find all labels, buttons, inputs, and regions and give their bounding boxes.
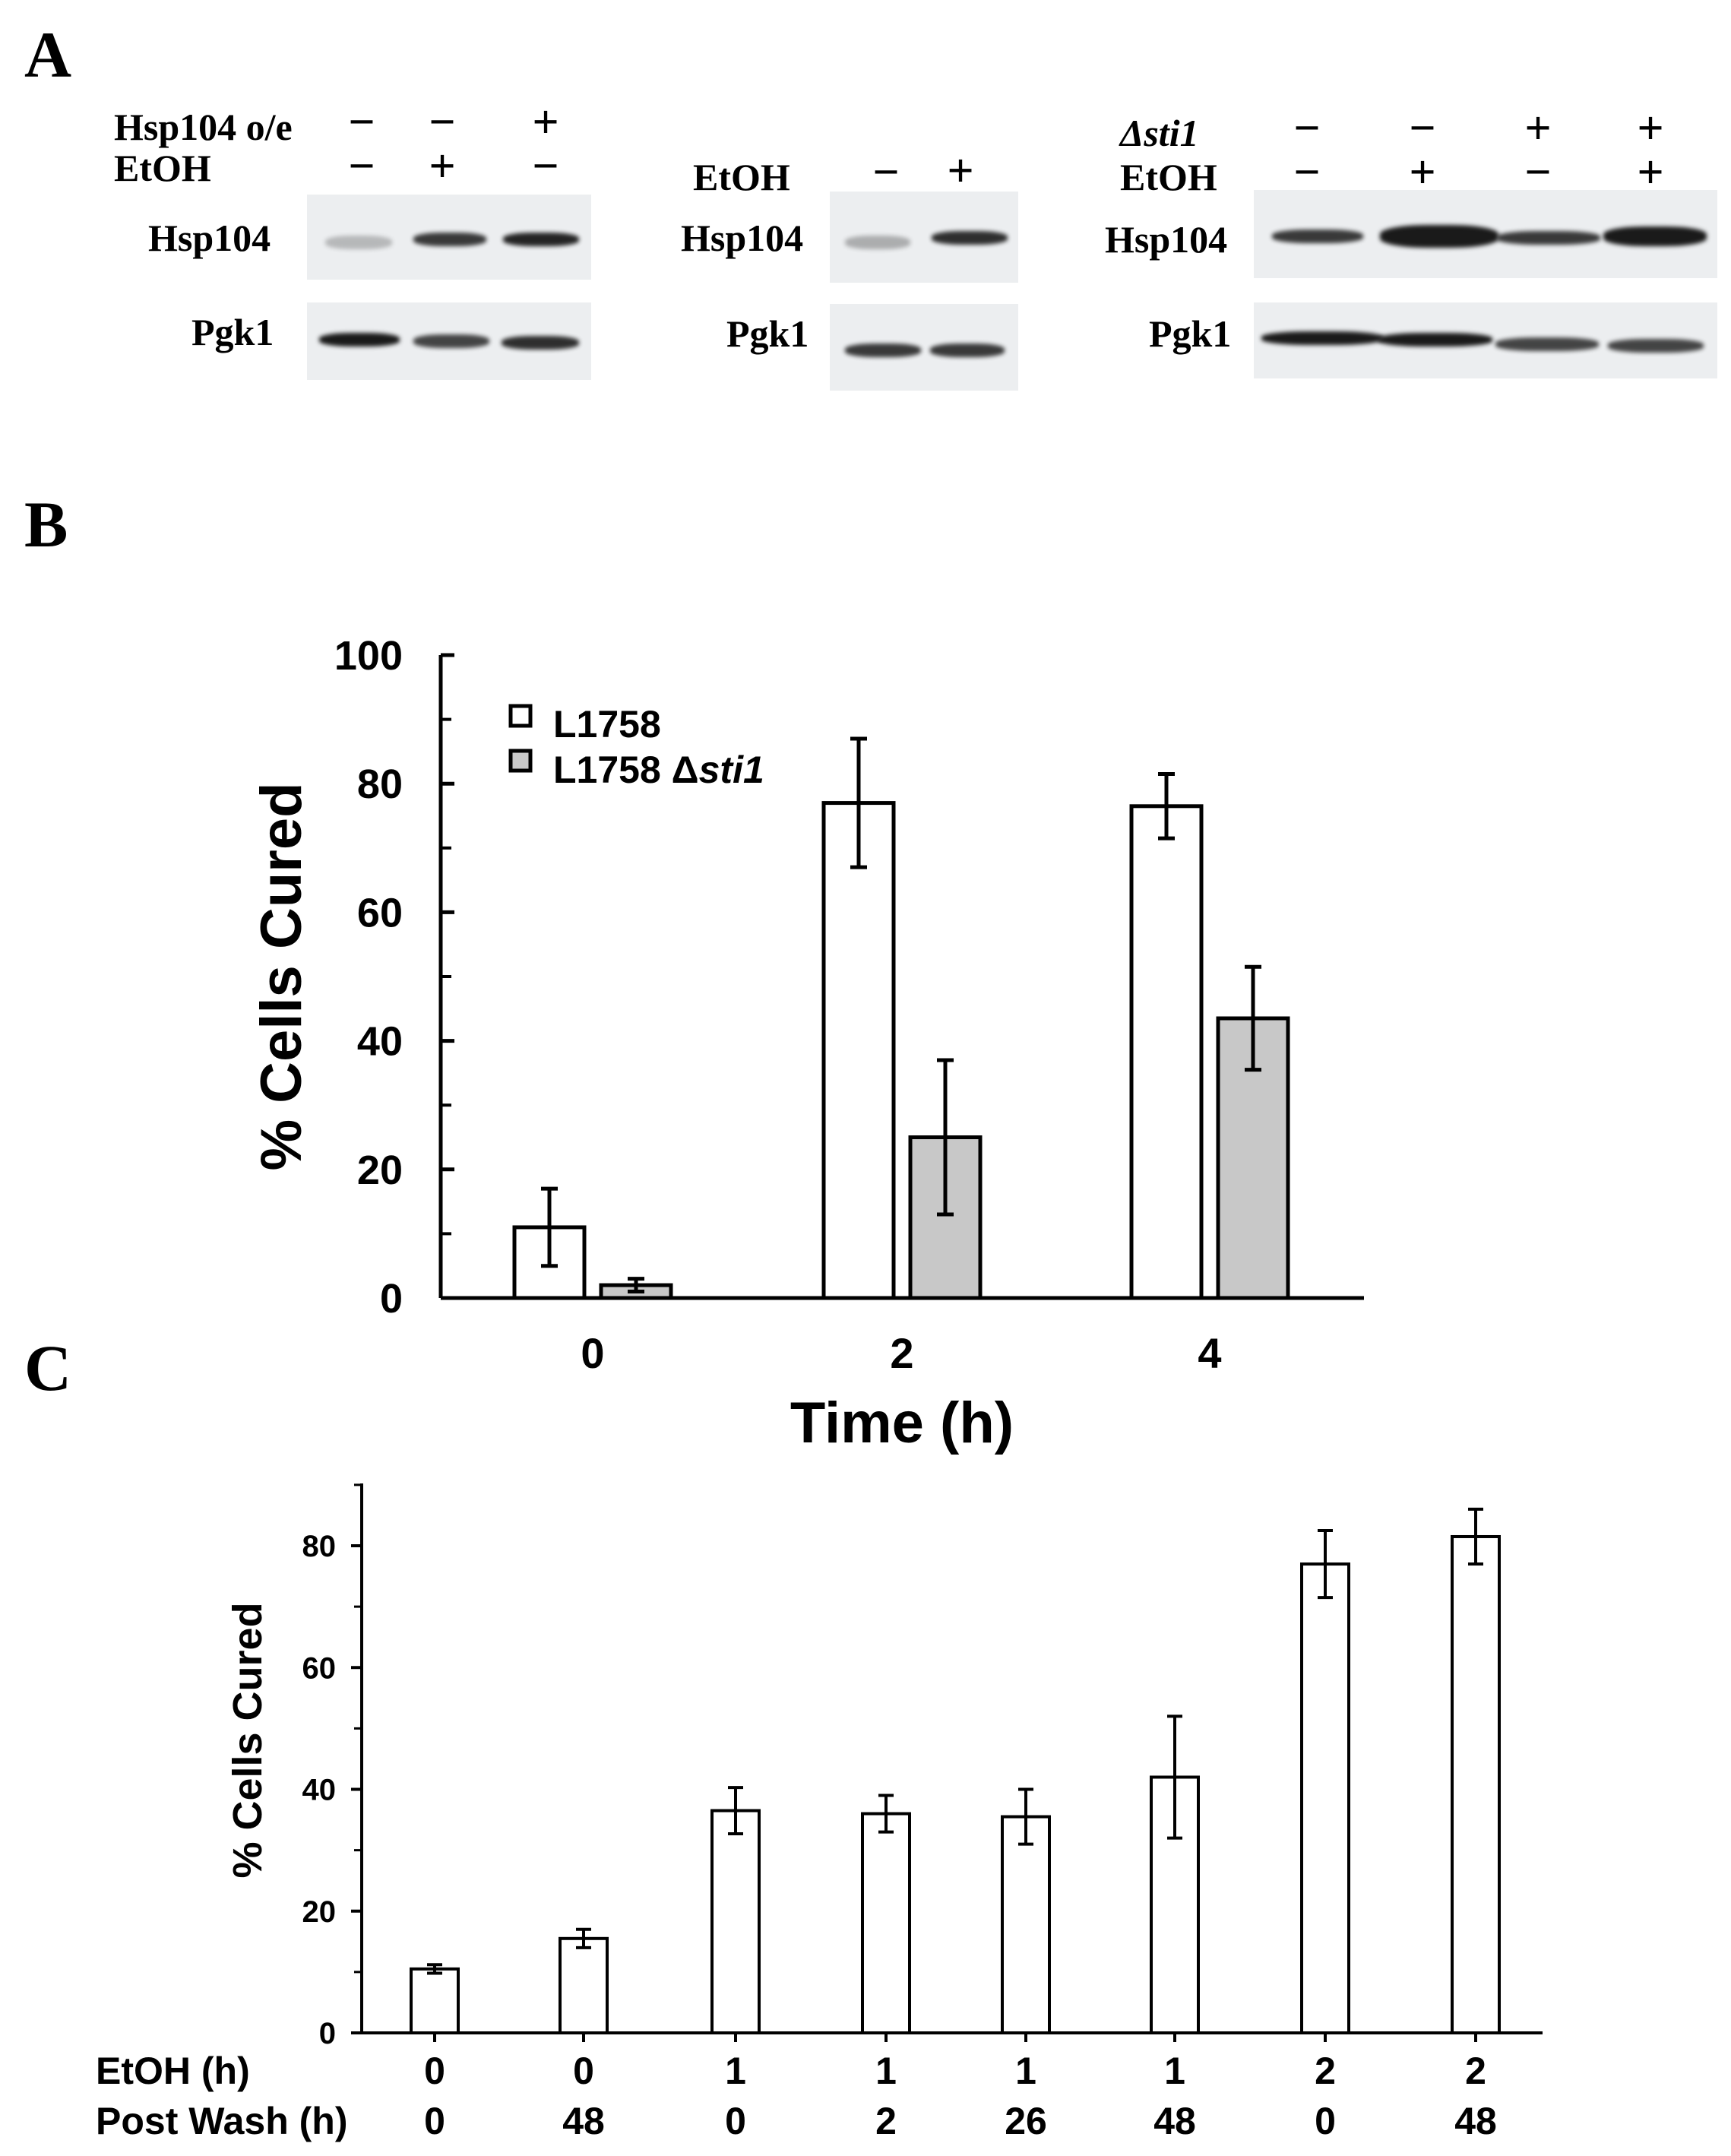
blot1-sign: − bbox=[532, 141, 559, 192]
blot-band bbox=[1608, 339, 1704, 353]
blot2-sign: + bbox=[947, 145, 974, 197]
blot-band bbox=[413, 233, 486, 246]
blot3-sign: − bbox=[1524, 147, 1552, 198]
blot-band bbox=[413, 334, 489, 348]
blot1-sign: − bbox=[348, 97, 375, 148]
blot2-protein-pgk1: Pgk1 bbox=[726, 312, 809, 355]
blot3-sign: + bbox=[1637, 147, 1664, 198]
blot3-sign: − bbox=[1293, 103, 1321, 154]
blot-band bbox=[503, 233, 579, 246]
blot-band bbox=[1495, 337, 1599, 351]
blot-band bbox=[932, 231, 1008, 245]
blot3-pgk1-membrane bbox=[1254, 302, 1717, 378]
blot2-pgk1-membrane bbox=[830, 304, 1018, 391]
blot1-pgk1-membrane bbox=[307, 302, 591, 380]
blot1-protein-pgk1: Pgk1 bbox=[191, 311, 274, 353]
x-axis-title: Time (h) bbox=[790, 1391, 1014, 1455]
blot-band bbox=[1603, 226, 1707, 246]
x-tick-label: 2 bbox=[890, 1329, 913, 1377]
blot3-row-label-dsti1: Δsti1 bbox=[1120, 112, 1199, 154]
panel-b-letter: B bbox=[24, 488, 68, 561]
legend-label: L1758 Δsti1 bbox=[553, 749, 764, 791]
blot3-protein-hsp104: Hsp104 bbox=[1105, 218, 1228, 261]
legend-swatch bbox=[508, 704, 533, 728]
blot-band bbox=[845, 236, 910, 249]
bar bbox=[821, 801, 896, 1300]
blot2-sign: − bbox=[872, 147, 900, 198]
x-tick-label: 0 bbox=[581, 1329, 604, 1377]
blot-band bbox=[1378, 333, 1492, 347]
y-tick-label: 40 bbox=[357, 1019, 403, 1065]
blot-band bbox=[1380, 225, 1498, 248]
y-axis-title: % Cells Cured bbox=[249, 782, 314, 1170]
y-tick-label: 20 bbox=[357, 1148, 403, 1193]
blot-band bbox=[502, 336, 579, 350]
panel-a-letter: A bbox=[24, 18, 72, 91]
y-tick-label: 80 bbox=[357, 761, 403, 807]
blot1-sign: + bbox=[532, 97, 559, 148]
blot-band bbox=[845, 344, 921, 357]
blot1-sign: − bbox=[429, 97, 456, 148]
blot3-row-label-etoh: EtOH bbox=[1120, 156, 1217, 198]
x-tick-label: 4 bbox=[1198, 1329, 1221, 1377]
legend-label: L1758 bbox=[553, 703, 661, 746]
y-tick-label: 60 bbox=[357, 890, 403, 936]
y-tick-label: 100 bbox=[334, 633, 403, 679]
panel-c-letter: C bbox=[24, 1331, 72, 1404]
blot3-sign: + bbox=[1637, 103, 1664, 154]
legend-swatch bbox=[508, 749, 533, 773]
blot1-protein-hsp104: Hsp104 bbox=[148, 217, 271, 259]
blot-band bbox=[325, 236, 392, 249]
blot1-row-label-etoh: EtOH bbox=[114, 147, 211, 189]
blot3-sign: − bbox=[1293, 147, 1321, 198]
y-tick-label: 0 bbox=[380, 1276, 403, 1322]
blot-band bbox=[930, 344, 1005, 357]
blot3-sign: + bbox=[1409, 147, 1436, 198]
blot1-sign: + bbox=[429, 141, 456, 192]
blot2-hsp104-membrane bbox=[830, 192, 1018, 283]
blot3-sign: − bbox=[1409, 103, 1436, 154]
blot-band bbox=[1261, 331, 1383, 345]
blot-band bbox=[1497, 231, 1600, 245]
blot2-protein-hsp104: Hsp104 bbox=[681, 217, 804, 259]
blot1-hsp104-membrane bbox=[307, 195, 591, 280]
blot3-protein-pgk1: Pgk1 bbox=[1149, 312, 1232, 355]
blot2-row-label-etoh: EtOH bbox=[693, 156, 790, 198]
blot1-sign: − bbox=[348, 141, 375, 192]
blot-band bbox=[1272, 230, 1363, 243]
blot3-sign: + bbox=[1524, 103, 1552, 154]
bar bbox=[1129, 804, 1204, 1300]
blot3-hsp104-membrane bbox=[1254, 190, 1717, 278]
blot1-row-label-hsp104-oe: Hsp104 o/e bbox=[114, 106, 293, 148]
blot-band bbox=[319, 333, 400, 347]
